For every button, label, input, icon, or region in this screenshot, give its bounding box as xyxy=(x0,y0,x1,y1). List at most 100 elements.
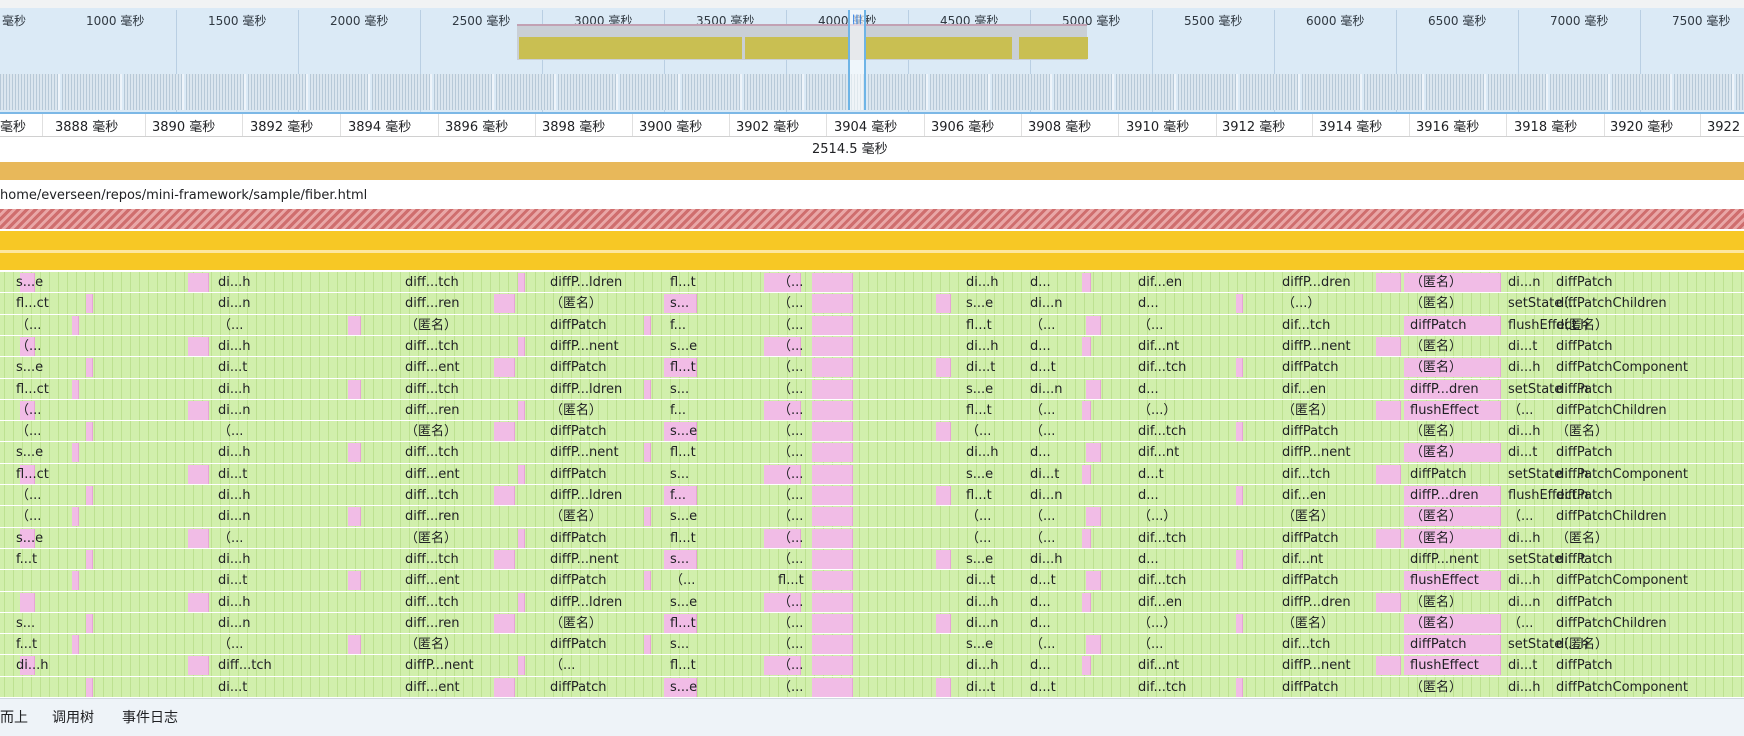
flame-call-frame[interactable]: （... xyxy=(1030,530,1056,546)
flame-block-highlight[interactable] xyxy=(1404,379,1501,399)
flame-call-frame[interactable]: （... xyxy=(1556,296,1582,312)
flame-block-highlight[interactable] xyxy=(1404,443,1501,463)
flame-block-highlight[interactable] xyxy=(518,464,525,484)
flame-block-highlight[interactable] xyxy=(1082,528,1091,548)
flame-call-frame[interactable]: （匿名） xyxy=(550,296,603,312)
flame-call-frame[interactable]: di...n xyxy=(1508,275,1541,290)
flame-call-frame[interactable]: fl...t xyxy=(670,615,696,631)
flame-call-frame[interactable]: （... xyxy=(778,317,804,333)
flame-call-frame[interactable]: （... xyxy=(1030,509,1056,525)
flame-call-frame[interactable]: di...t xyxy=(966,360,996,376)
flame-call-frame[interactable]: di...t xyxy=(1508,338,1538,354)
flame-call-frame[interactable]: （... xyxy=(778,637,804,653)
flame-call-frame[interactable]: （... xyxy=(16,424,42,440)
flame-block-highlight[interactable] xyxy=(1236,422,1243,442)
flame-call-frame[interactable]: di...h xyxy=(966,658,999,674)
flame-call-frame[interactable]: setState xyxy=(1508,296,1563,312)
flame-call-frame[interactable]: diff...ren xyxy=(405,509,460,525)
flame-block-highlight[interactable] xyxy=(1086,571,1101,591)
flame-block-highlight[interactable] xyxy=(664,486,697,505)
flame-call-frame[interactable]: （... xyxy=(218,530,244,546)
flame-call-frame[interactable]: setState xyxy=(1508,381,1563,397)
flame-call-frame[interactable]: d... xyxy=(1030,615,1051,631)
flame-block-highlight[interactable] xyxy=(812,379,853,399)
flame-call-frame[interactable]: dif...en xyxy=(1282,488,1327,503)
flame-call-frame[interactable]: d...t xyxy=(1030,679,1056,695)
flame-call-frame[interactable]: d... xyxy=(1138,296,1159,312)
flame-block-highlight[interactable] xyxy=(1236,677,1243,697)
flame-call-frame[interactable]: d...t xyxy=(1030,360,1056,376)
flame-call-frame[interactable]: di...t xyxy=(966,679,996,695)
flame-call-frame[interactable]: fl...t xyxy=(966,402,992,418)
flame-block-highlight[interactable] xyxy=(1082,336,1091,356)
flame-call-frame[interactable]: diffP...nent xyxy=(1282,338,1351,354)
flame-block-highlight[interactable] xyxy=(812,677,853,697)
flame-call-frame[interactable]: diff...ent xyxy=(405,466,460,482)
flame-call-frame[interactable]: diffP...ldren xyxy=(550,275,623,290)
flame-call-frame[interactable]: di...h xyxy=(966,594,999,610)
flame-call-frame[interactable]: diffPatch xyxy=(1556,445,1613,461)
flame-call-frame[interactable]: di...n xyxy=(1030,296,1063,312)
flame-call-frame[interactable]: （匿名） xyxy=(550,615,603,631)
flame-block-highlight[interactable] xyxy=(764,336,801,356)
flame-call-frame[interactable]: f... xyxy=(670,317,687,333)
flame-call-frame[interactable]: dif...nt xyxy=(1282,551,1324,567)
flame-call-frame[interactable]: diff...ren xyxy=(405,402,460,418)
flame-call-frame[interactable]: setState xyxy=(1508,551,1563,567)
flame-block-highlight[interactable] xyxy=(1404,613,1501,633)
flame-block-highlight[interactable] xyxy=(812,294,853,314)
flame-call-frame[interactable]: fl...t xyxy=(966,317,992,333)
flame-call-frame[interactable]: diffPatchChildren xyxy=(1556,615,1667,631)
flame-call-frame[interactable]: （... xyxy=(550,658,576,674)
flame-call-frame[interactable]: diffPatch xyxy=(1282,424,1339,440)
flame-call-frame[interactable]: s...e xyxy=(966,466,994,482)
flame-call-frame[interactable]: di...n xyxy=(1556,381,1589,397)
flame-block-highlight[interactable] xyxy=(764,464,801,484)
flame-call-frame[interactable]: di...n xyxy=(218,509,251,525)
flame-block-highlight[interactable] xyxy=(1086,635,1101,655)
flame-call-frame[interactable]: di...t xyxy=(218,679,248,695)
flame-call-frame[interactable]: diff...tch xyxy=(405,551,459,567)
flame-call-frame[interactable]: di...n xyxy=(218,296,251,312)
flame-call-frame[interactable]: dif...tch xyxy=(1138,573,1187,589)
flame-block-highlight[interactable] xyxy=(936,422,951,442)
flame-call-frame[interactable]: （... xyxy=(966,509,992,525)
flame-block-highlight[interactable] xyxy=(518,592,525,612)
flame-block-highlight[interactable] xyxy=(494,358,515,378)
flame-call-frame[interactable]: di...h xyxy=(218,551,251,567)
flame-call-frame[interactable]: （... xyxy=(778,615,804,631)
flame-call-frame[interactable]: d... xyxy=(1138,551,1159,567)
flame-call-frame[interactable]: di...h xyxy=(16,658,49,674)
flame-call-frame[interactable]: （匿名） xyxy=(550,509,603,525)
flame-block-highlight[interactable] xyxy=(518,273,525,292)
flame-call-frame[interactable]: diffP...nent xyxy=(1410,551,1479,567)
flame-call-frame[interactable]: di...n xyxy=(1030,488,1063,503)
flame-call-frame[interactable]: diffPatch xyxy=(1282,360,1339,376)
flame-call-frame[interactable]: s...e xyxy=(670,509,698,525)
flame-block-highlight[interactable] xyxy=(1404,635,1501,655)
flame-call-frame[interactable]: dif...en xyxy=(1138,275,1183,290)
flame-call-frame[interactable]: （... xyxy=(778,381,804,397)
flame-call-frame[interactable]: di...n xyxy=(1508,594,1541,610)
flame-block-highlight[interactable] xyxy=(1082,592,1091,612)
flame-call-frame[interactable]: diff...tch xyxy=(405,381,459,397)
flame-call-frame[interactable]: s...e xyxy=(16,530,44,546)
flame-call-frame[interactable]: d... xyxy=(1138,488,1159,503)
flame-block-highlight[interactable] xyxy=(812,549,853,569)
flame-call-frame[interactable]: s...e xyxy=(966,381,994,397)
flame-call-frame[interactable]: diffPatch xyxy=(1282,679,1339,695)
flame-call-frame[interactable]: diffPatch xyxy=(550,317,607,333)
flame-call-frame[interactable]: di...h xyxy=(1508,424,1541,440)
flame-block-highlight[interactable] xyxy=(1404,528,1501,548)
flame-call-frame[interactable]: s...e xyxy=(966,551,994,567)
flame-block-highlight[interactable] xyxy=(812,464,853,484)
flame-block-highlight[interactable] xyxy=(1236,294,1243,314)
flame-call-frame[interactable]: diffPatch xyxy=(1556,551,1613,567)
flame-block-highlight[interactable] xyxy=(812,273,853,292)
flame-call-frame[interactable]: （... xyxy=(1030,402,1056,418)
flame-call-frame[interactable]: diff...tch xyxy=(405,275,459,290)
flame-call-frame[interactable]: dif...tch xyxy=(1138,424,1187,440)
task-bar[interactable] xyxy=(0,162,1744,180)
flame-call-frame[interactable]: s...e xyxy=(670,679,698,695)
flame-call-frame[interactable]: dif...tch xyxy=(1282,637,1331,653)
